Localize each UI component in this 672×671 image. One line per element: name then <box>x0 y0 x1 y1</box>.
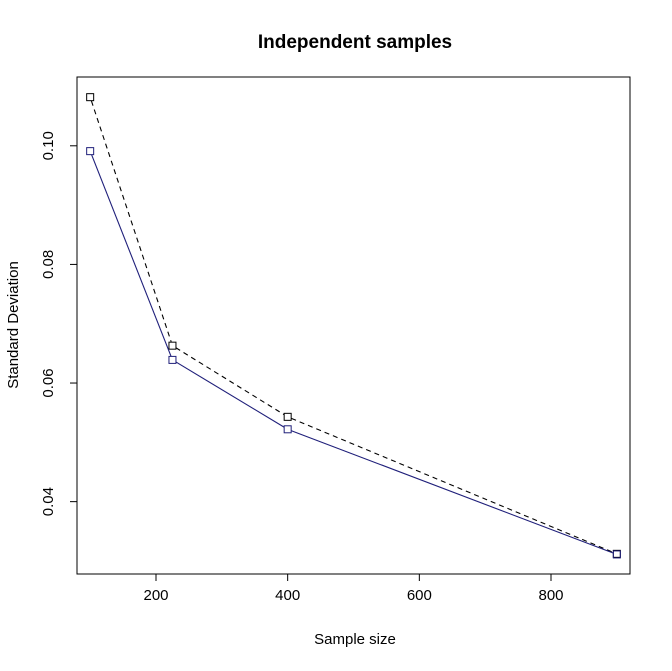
x-axis: 200 400 600 800 <box>143 574 564 604</box>
y-axis: 0.04 0.06 0.08 0.10 <box>40 131 77 516</box>
y-tick-label: 0.04 <box>40 487 57 516</box>
series-2-segment <box>291 430 614 554</box>
y-axis-label: Standard Deviation <box>5 261 22 389</box>
series-2-segment <box>175 361 285 428</box>
series-1-segment <box>175 347 285 416</box>
series-2-point <box>283 425 292 434</box>
series-2-segment <box>91 154 172 357</box>
series-1-point <box>168 341 177 350</box>
series-2-point <box>612 550 621 559</box>
x-tick-label: 600 <box>407 587 432 604</box>
y-tick-label: 0.10 <box>40 131 57 160</box>
series-2-point <box>86 147 95 156</box>
x-axis-label: Sample size <box>314 631 396 648</box>
series-1 <box>86 93 621 558</box>
series-2-point <box>168 355 177 364</box>
chart-title: Independent samples <box>258 32 452 53</box>
series-1-point <box>283 412 292 421</box>
plot-area <box>76 76 631 575</box>
x-tick-label: 400 <box>275 587 300 604</box>
y-tick-label: 0.08 <box>40 250 57 279</box>
x-tick-label: 800 <box>538 587 563 604</box>
x-tick-label: 200 <box>143 587 168 604</box>
series-2 <box>86 147 621 559</box>
series-layer <box>86 93 621 559</box>
y-tick-label: 0.06 <box>40 368 57 397</box>
series-1-point <box>86 93 95 102</box>
series-1-segment <box>90 100 172 343</box>
series-1-segment <box>291 417 614 553</box>
